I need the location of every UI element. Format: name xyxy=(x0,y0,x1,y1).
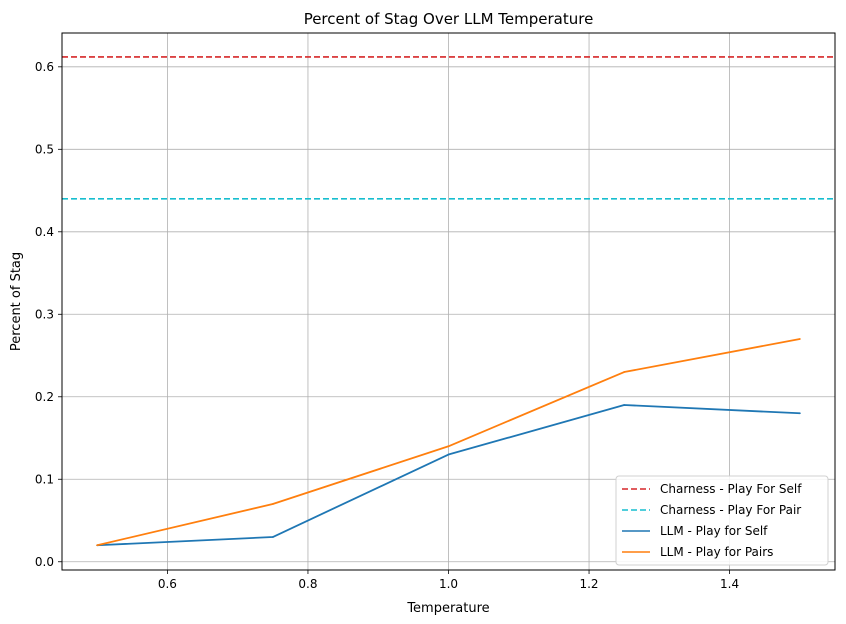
x-tick-label: 1.0 xyxy=(439,577,458,591)
data-point xyxy=(798,338,801,340)
data-point xyxy=(96,544,99,547)
data-point xyxy=(798,412,801,415)
chart-title: Percent of Stag Over LLM Temperature xyxy=(304,10,594,28)
y-tick-label: 0.6 xyxy=(35,60,54,74)
legend-box xyxy=(615,475,829,566)
data-point xyxy=(271,536,274,538)
x-tick-label: 1.4 xyxy=(720,577,739,591)
y-axis-ticks: 0.0 0.1 0.2 0.3 0.4 0.5 0.6 xyxy=(35,60,62,569)
data-point xyxy=(447,445,450,448)
legend-label: Charness - Play For Self xyxy=(660,482,802,496)
x-tick-label: 0.6 xyxy=(158,577,177,591)
data-point xyxy=(271,503,274,505)
data-point xyxy=(623,371,626,373)
legend-label: Charness - Play For Pair xyxy=(660,503,801,517)
y-axis-label: Percent of Stag xyxy=(9,252,24,351)
data-point xyxy=(623,404,626,406)
y-tick-label: 0.3 xyxy=(35,307,54,321)
legend-label: LLM - Play for Pairs xyxy=(660,545,773,559)
reference-lines xyxy=(62,56,835,200)
x-axis-label: Temperature xyxy=(406,601,489,616)
grid xyxy=(62,33,835,570)
x-tick-label: 0.8 xyxy=(298,577,317,591)
legend: Charness - Play For Self Charness - Play … xyxy=(615,475,829,566)
y-tick-label: 0.0 xyxy=(35,555,54,569)
y-tick-label: 0.4 xyxy=(35,225,54,239)
data-point xyxy=(447,453,450,456)
x-tick-label: 1.2 xyxy=(579,577,598,591)
y-tick-label: 0.1 xyxy=(35,472,54,486)
legend-label: LLM - Play for Self xyxy=(660,524,768,538)
y-tick-label: 0.2 xyxy=(35,390,54,404)
data-series xyxy=(96,338,801,547)
x-axis-ticks: 0.6 0.8 1.0 1.2 1.4 xyxy=(158,570,739,591)
y-tick-label: 0.5 xyxy=(35,142,54,156)
